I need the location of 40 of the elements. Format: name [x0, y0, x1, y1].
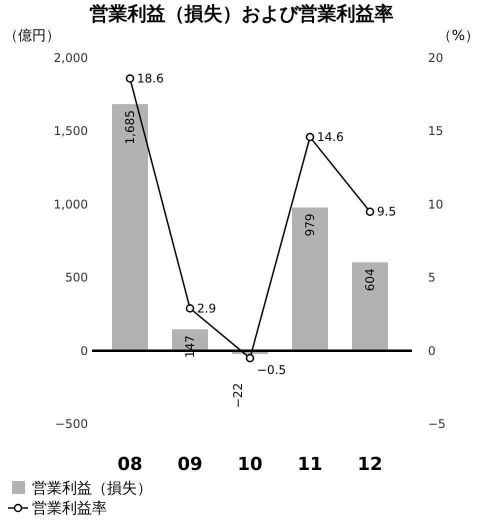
- data-label: 604: [363, 268, 377, 292]
- y-tick-label: 1,500: [54, 124, 88, 138]
- point: [186, 304, 194, 313]
- x-tick-label: 08: [117, 454, 143, 475]
- legend-label: 営業利益率: [32, 499, 107, 517]
- chart-title: 営業利益（損失）および営業利益率: [90, 3, 394, 25]
- point: [306, 132, 314, 142]
- bar: [352, 262, 388, 351]
- data-label: 1,685: [123, 110, 137, 144]
- data-label: −22: [231, 382, 245, 408]
- point: [246, 354, 254, 362]
- x-tick-label: 11: [297, 454, 323, 475]
- y2-axis-title: （%）: [438, 28, 479, 44]
- y2-tick-label: −5: [428, 417, 446, 431]
- bar: [112, 104, 148, 351]
- data-label: 9.5: [377, 204, 396, 219]
- y2-tick-label: 0: [428, 344, 436, 358]
- data-label: 18.6: [137, 71, 164, 86]
- data-label: 14.6: [317, 130, 344, 144]
- point: [366, 207, 374, 216]
- x-tick-label: 10: [237, 454, 263, 475]
- data-label: −0.5: [257, 363, 286, 378]
- point: [126, 74, 134, 83]
- y2-tick-label: 10: [428, 197, 444, 212]
- y2-tick-label: 15: [428, 124, 444, 138]
- data-label: 147: [183, 335, 197, 358]
- legend-label: 営業利益（損失）: [32, 479, 152, 497]
- y-tick-label: 500: [65, 270, 88, 285]
- y-axis-title: （億円）: [4, 28, 60, 44]
- x-tick-label: 09: [177, 454, 203, 475]
- x-tick-label: 12: [357, 454, 383, 475]
- y-tick-label: 0: [80, 344, 88, 358]
- data-label: 979: [303, 213, 317, 236]
- y-tick-label: 1,000: [54, 197, 88, 212]
- y-tick-label: −500: [55, 417, 88, 431]
- y2-tick-label: 20: [428, 51, 444, 65]
- y-tick-label: 2,000: [54, 51, 88, 65]
- bar: [292, 207, 328, 351]
- data-label: 2.9: [197, 301, 216, 316]
- y2-tick-label: 5: [428, 270, 436, 285]
